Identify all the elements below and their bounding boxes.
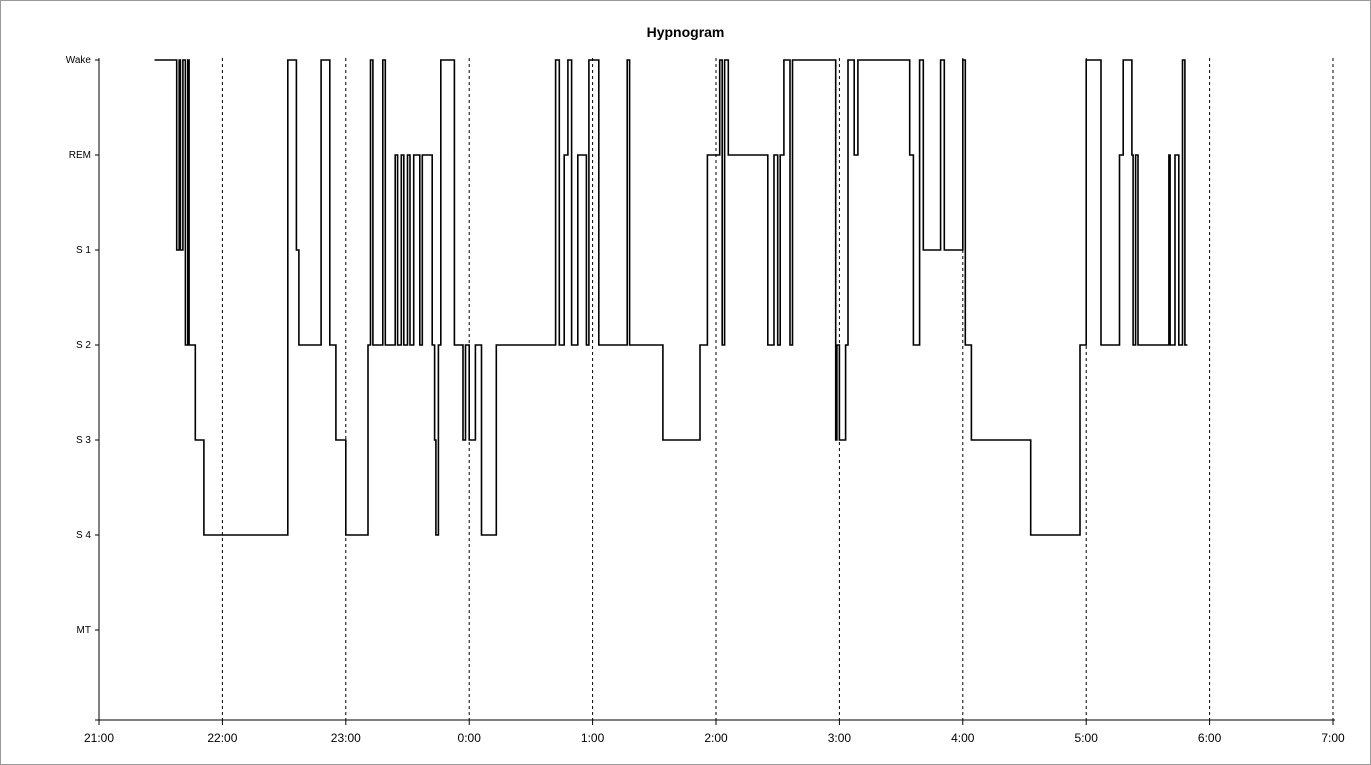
x-axis-ticks: 21:00 22:00 23:00 0:00 1:00 2:00 3:00 4:00 5:00 6…: [84, 720, 1345, 745]
plot-area: [154, 59, 1188, 536]
chart-title: Hypnogram: [646, 24, 725, 40]
x-tick-label: 22:00: [207, 731, 237, 745]
x-tick-label: 1:00: [581, 731, 605, 745]
x-tick-label: 5:00: [1075, 731, 1099, 745]
hypnogram-series-line: [154, 59, 1188, 536]
x-tick-label: 6:00: [1198, 731, 1222, 745]
y-tick-label: S 2: [76, 340, 91, 351]
x-tick-label: 2:00: [704, 731, 728, 745]
x-tick-label: 0:00: [458, 731, 482, 745]
y-tick-label: S 4: [76, 530, 91, 541]
y-tick-label: MT: [77, 625, 91, 636]
axes: [98, 58, 1335, 721]
y-axis-ticks: Wake REM S 1 S 2 S 3 S 4 MT: [66, 55, 99, 721]
y-tick-label: REM: [69, 150, 91, 161]
x-tick-label: 7:00: [1321, 731, 1345, 745]
x-tick-label: 4:00: [951, 731, 975, 745]
x-tick-label: 21:00: [84, 731, 114, 745]
x-tick-label: 3:00: [828, 731, 852, 745]
y-tick-label: S 3: [76, 435, 91, 446]
y-tick-label: S 1: [76, 245, 91, 256]
y-tick-label: Wake: [66, 55, 92, 66]
x-tick-label: 23:00: [331, 731, 361, 745]
